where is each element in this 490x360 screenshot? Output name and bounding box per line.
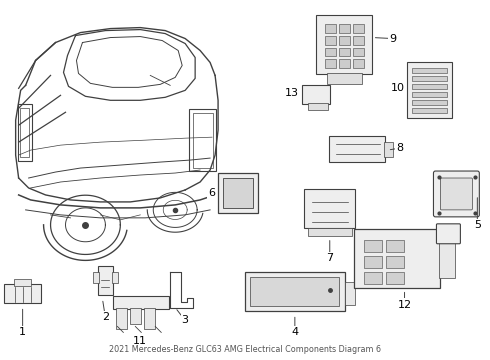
Bar [325,36,336,45]
Bar [364,256,382,268]
Text: 5: 5 [474,220,481,230]
Bar [325,24,336,32]
Bar [339,59,350,68]
Bar [364,272,382,284]
FancyBboxPatch shape [223,178,253,208]
FancyBboxPatch shape [384,142,393,157]
Text: 4: 4 [291,327,298,337]
FancyBboxPatch shape [326,73,362,84]
FancyBboxPatch shape [441,178,472,210]
FancyBboxPatch shape [14,279,31,286]
Bar [353,36,364,45]
FancyBboxPatch shape [112,273,118,283]
Text: 8: 8 [396,143,403,153]
Bar [339,36,350,45]
FancyBboxPatch shape [116,308,126,329]
FancyBboxPatch shape [250,277,339,306]
Bar [353,59,364,68]
Text: 6: 6 [209,188,216,198]
FancyBboxPatch shape [329,136,385,162]
Bar [386,272,404,284]
FancyBboxPatch shape [439,238,455,278]
Bar [353,24,364,32]
Text: 7: 7 [326,253,333,263]
Bar [412,108,447,113]
Bar [325,48,336,57]
FancyBboxPatch shape [144,308,154,329]
Text: 3: 3 [182,315,189,325]
Bar [353,48,364,57]
FancyBboxPatch shape [98,266,113,295]
Bar [364,240,382,252]
FancyBboxPatch shape [301,85,330,104]
FancyBboxPatch shape [434,171,479,217]
FancyBboxPatch shape [218,172,258,213]
FancyBboxPatch shape [437,224,461,244]
Text: 11: 11 [133,336,147,346]
Bar [386,240,404,252]
FancyBboxPatch shape [317,15,372,74]
Text: 2: 2 [102,312,109,323]
Bar [412,68,447,73]
Text: 2021 Mercedes-Benz GLC63 AMG Electrical Components Diagram 6: 2021 Mercedes-Benz GLC63 AMG Electrical … [109,345,381,354]
Bar [412,100,447,105]
FancyBboxPatch shape [344,282,355,305]
FancyBboxPatch shape [93,273,98,283]
FancyBboxPatch shape [308,228,352,236]
FancyBboxPatch shape [113,296,169,309]
Bar [412,92,447,97]
Text: 13: 13 [285,88,299,98]
Text: 12: 12 [397,300,412,310]
Bar [339,48,350,57]
FancyBboxPatch shape [4,284,41,303]
Bar [412,84,447,89]
Text: 9: 9 [389,33,396,44]
FancyBboxPatch shape [304,189,355,228]
FancyBboxPatch shape [407,62,452,118]
Bar [325,59,336,68]
FancyBboxPatch shape [354,229,440,288]
FancyBboxPatch shape [245,272,345,311]
Bar [412,76,447,81]
Text: 10: 10 [391,84,405,93]
Bar [339,24,350,32]
Bar [386,256,404,268]
FancyBboxPatch shape [130,308,141,324]
FancyBboxPatch shape [308,103,328,111]
Text: 1: 1 [19,327,26,337]
